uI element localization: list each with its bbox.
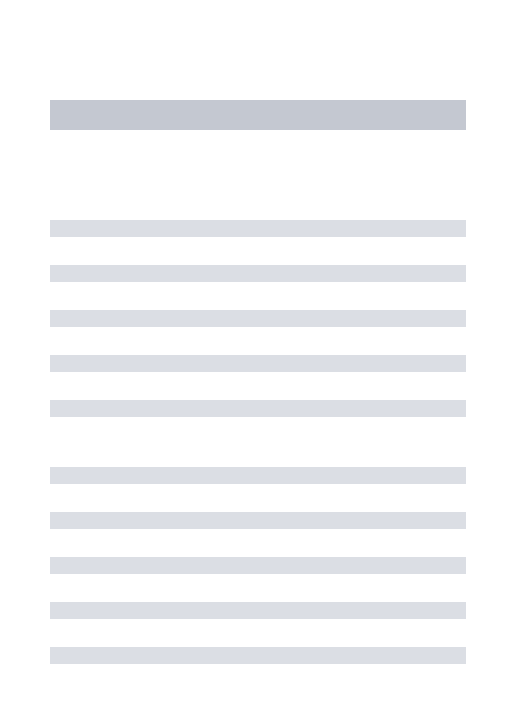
text-line-placeholder <box>50 512 466 529</box>
spacer-between-groups <box>50 417 466 467</box>
text-line-placeholder <box>50 602 466 619</box>
text-line-placeholder <box>50 647 466 664</box>
spacer-after-header <box>50 130 466 220</box>
paragraph-placeholder-group-1 <box>50 220 466 417</box>
paragraph-placeholder-group-2 <box>50 467 466 664</box>
text-line-placeholder <box>50 265 466 282</box>
text-line-placeholder <box>50 310 466 327</box>
text-line-placeholder <box>50 220 466 237</box>
header-placeholder-bar <box>50 100 466 130</box>
text-line-placeholder <box>50 557 466 574</box>
text-line-placeholder <box>50 355 466 372</box>
text-line-placeholder <box>50 400 466 417</box>
text-line-placeholder <box>50 467 466 484</box>
